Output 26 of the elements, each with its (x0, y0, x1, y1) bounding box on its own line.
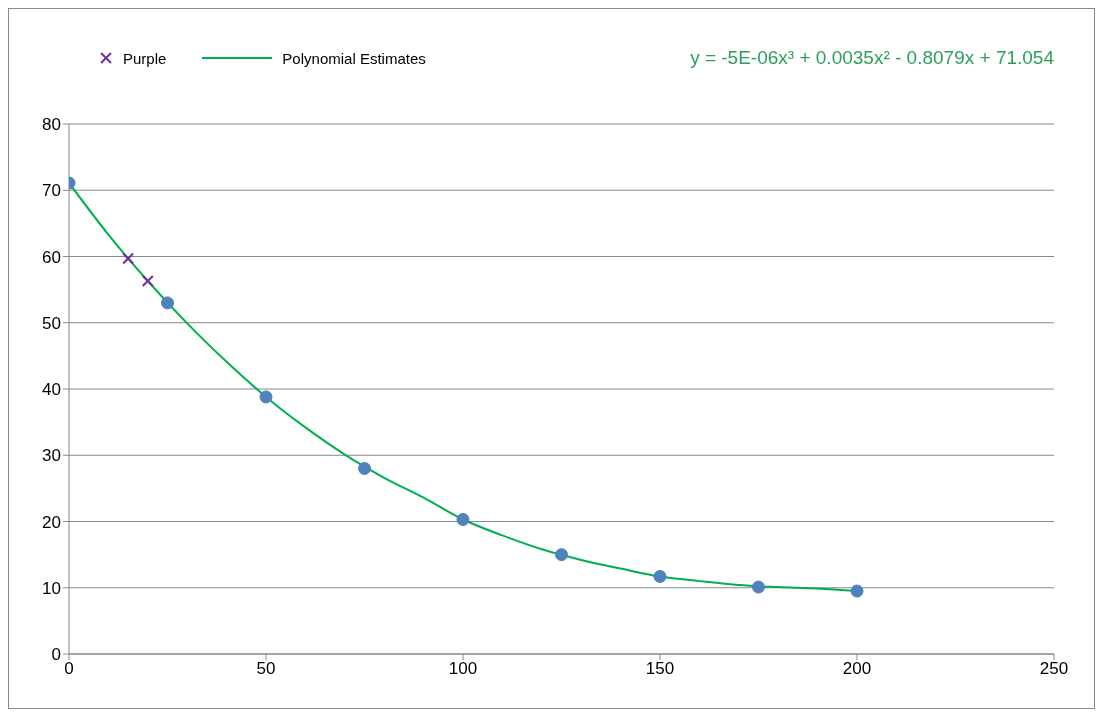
y-tick-label: 60 (42, 247, 61, 267)
x-tick-label: 200 (842, 659, 872, 679)
y-tick-label: 70 (42, 181, 61, 201)
y-tick-label: 30 (42, 446, 61, 466)
point (259, 390, 273, 404)
point (358, 462, 371, 475)
legend-label: Polynomial Estimates (282, 49, 426, 67)
x-tick-label: 0 (64, 659, 74, 679)
y-tick-label: 80 (42, 115, 61, 135)
point (456, 513, 470, 527)
text: y = -5E-06x³ + 0.0035x² - 0.8079x + 71.054 (690, 47, 1054, 68)
y-tick-label: 0 (51, 645, 61, 665)
point (555, 548, 568, 562)
y-tick-label: 20 (42, 512, 61, 532)
x-tick-label: 100 (448, 659, 478, 679)
y-tick-label: 50 (42, 313, 61, 333)
legend-label: Purple (123, 49, 167, 67)
x-tick-label: 50 (256, 659, 276, 679)
x-tick-label: 150 (645, 659, 675, 679)
point (752, 580, 765, 594)
point (653, 569, 667, 583)
point (161, 296, 174, 310)
y-tick-label: 40 (42, 380, 61, 400)
point (850, 584, 864, 598)
y-tick-label: 10 (42, 578, 61, 598)
x-tick-label: 250 (1039, 659, 1069, 679)
